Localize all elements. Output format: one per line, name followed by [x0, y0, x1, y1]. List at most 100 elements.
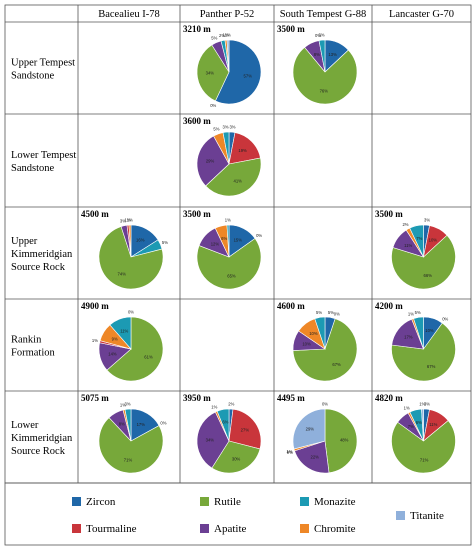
legend: Zircon Rutile Monazite Tourmaline Apatite Chr… — [72, 496, 444, 535]
slice-label-zircon: 13% — [328, 52, 337, 57]
slice-label-zircon: 0% — [128, 310, 134, 315]
slice-monazite — [318, 39, 326, 73]
slice-label-zircon: 3% — [424, 402, 430, 407]
slice-rutile — [391, 420, 456, 474]
slice-label-zircon: 0% — [322, 402, 328, 407]
slice-rutile — [106, 316, 164, 382]
slice-rutile — [211, 440, 261, 474]
slice-label-zircon: 15% — [234, 237, 243, 242]
slice-chromite — [128, 224, 132, 258]
pie-3500-m: 3500 m 13% 76% 8% 0%3% — [277, 24, 358, 105]
column-header-bacealieu-i-78: Bacealieu I-78 — [98, 9, 160, 20]
legend-label: Apatite — [214, 523, 246, 535]
pie-3500-m: 3500 m 3% 10% 66% 11% 2% 7% — [375, 209, 456, 290]
slice-monazite — [409, 224, 424, 258]
slice-label-rutile: 41% — [234, 179, 243, 184]
slice-label-rutile: 71% — [124, 457, 133, 462]
row-label-line: Kimmeridgian — [11, 433, 73, 444]
legend-swatch — [396, 511, 405, 520]
slice-rutile — [324, 408, 358, 474]
slice-rutile — [205, 157, 262, 197]
slice-label-chromite: 1% — [127, 218, 133, 223]
slice-titanite — [226, 39, 230, 73]
slice-label-monazite: 1% — [225, 218, 231, 223]
slice-tourmaline — [228, 408, 262, 450]
slice-label-tourmaline: 0% — [287, 450, 293, 455]
slice-label-zircon: 16% — [136, 238, 145, 243]
slice-rutile — [98, 226, 164, 290]
row-label: Lower Tempest Sandstone — [11, 150, 76, 174]
slice-monazite — [124, 408, 132, 442]
row-label-line: Kimmeridgian — [11, 249, 73, 260]
row-label: Upper Tempest Sandstone — [11, 58, 75, 82]
slice-label-monazite: 6% — [222, 420, 228, 425]
legend-label: Tourmaline — [86, 523, 137, 535]
slice-label-apatite: 22% — [311, 455, 320, 460]
slice-label-titanite: 1% — [419, 402, 425, 407]
slice-titanite — [421, 408, 424, 442]
depth-label: 3950 m — [183, 393, 211, 403]
legend-label: Monazite — [314, 496, 356, 508]
slice-label-titanite: 1% — [225, 33, 231, 38]
legend-label: Zircon — [86, 496, 116, 508]
column-header-panther-p-52: Panther P-52 — [200, 9, 255, 20]
slice-label-tourmaline: 0% — [442, 317, 448, 322]
slice-label-apatite: 11% — [404, 243, 412, 248]
slice-label-rutile: 65% — [227, 274, 236, 279]
slice-monazite — [109, 316, 132, 350]
slice-label-tourmaline: 1% — [92, 338, 98, 343]
legend-swatch — [72, 524, 81, 533]
slice-rutile — [98, 417, 164, 474]
slice-label-chromite: 2% — [402, 222, 408, 227]
slice-label-tourmaline: 0% — [160, 421, 166, 426]
slice-label-rutile: 76% — [320, 89, 329, 94]
pie-4500-m: 4500 m16% 5%74%3%1%1% — [81, 209, 168, 290]
slice-label-titanite: 29% — [306, 427, 315, 432]
pie-3210-m: 3210 m57%0%34%5% 2%1%1% — [183, 24, 262, 108]
legend-border — [4, 482, 472, 546]
depth-label: 3600 m — [183, 116, 211, 126]
pie-3500-m: 3500 m 15% 0% 65% 12%6% 1% — [183, 209, 262, 290]
row-label: Upper Kimmeridgian Source Rock — [11, 236, 73, 273]
slice-label-apatite: 7% — [408, 424, 414, 429]
slice-label-tourmaline: 11% — [429, 422, 437, 427]
depth-label: 3210 m — [183, 24, 211, 34]
slice-label-rutile: 66% — [424, 273, 433, 278]
slice-label-tourmaline: 19% — [238, 148, 247, 153]
slice-label-chromite: 1% — [286, 449, 292, 454]
legend-item-apatite: Apatite — [200, 523, 246, 535]
slice-label-rutile: 61% — [144, 354, 153, 359]
column-headers: Bacealieu I-78 Panther P-52 South Tempest … — [98, 9, 454, 20]
slice-label-apatite: 29% — [206, 158, 215, 163]
pie-4200-m: 4200 m 10% 0% 67% 17% 1% 5% — [375, 301, 456, 382]
slice-label-rutile: 30% — [232, 456, 241, 461]
pie-4600-m: 4600 m5% 0%67%10%10%5% — [277, 301, 358, 382]
slice-label-monazite: 2% — [219, 33, 225, 38]
slice-label-tourmaline: 1% — [124, 218, 130, 223]
slice-label-zircon: 3% — [229, 125, 235, 130]
depth-label: 4200 m — [375, 301, 403, 311]
slice-label-zircon: 3% — [424, 218, 430, 223]
slice-rutile — [292, 46, 358, 105]
legend-item-titanite: Titanite — [396, 510, 444, 522]
legend-swatch — [72, 497, 81, 506]
legend-item-tourmaline: Tourmaline — [72, 523, 137, 535]
slice-monazite — [222, 131, 230, 165]
slice-zircon — [214, 39, 262, 105]
row-labels: Upper Tempest Sandstone Lower Tempest Sands… — [11, 58, 76, 458]
slice-label-rutile: 48% — [340, 437, 349, 442]
depth-label: 4820 m — [375, 393, 403, 403]
pie-3950-m: 3950 m 2% 27% 30% 34% 1% 6% — [183, 393, 262, 474]
slice-label-monazite: 6% — [416, 420, 422, 425]
slice-label-chromite: 9% — [112, 336, 118, 341]
legend-item-monazite: Monazite — [300, 496, 356, 508]
slice-label-monazite: 7% — [416, 236, 422, 241]
slice-label-rutile: 67% — [427, 364, 436, 369]
slice-label-chromite: 0% — [315, 33, 321, 38]
slice-label-apatite: 17% — [404, 335, 413, 340]
column-header-south-tempest-g-88: South Tempest G-88 — [280, 9, 367, 20]
row-label-line: Formation — [11, 348, 55, 359]
slice-apatite — [196, 135, 230, 187]
slice-label-zircon: 10% — [425, 328, 434, 333]
